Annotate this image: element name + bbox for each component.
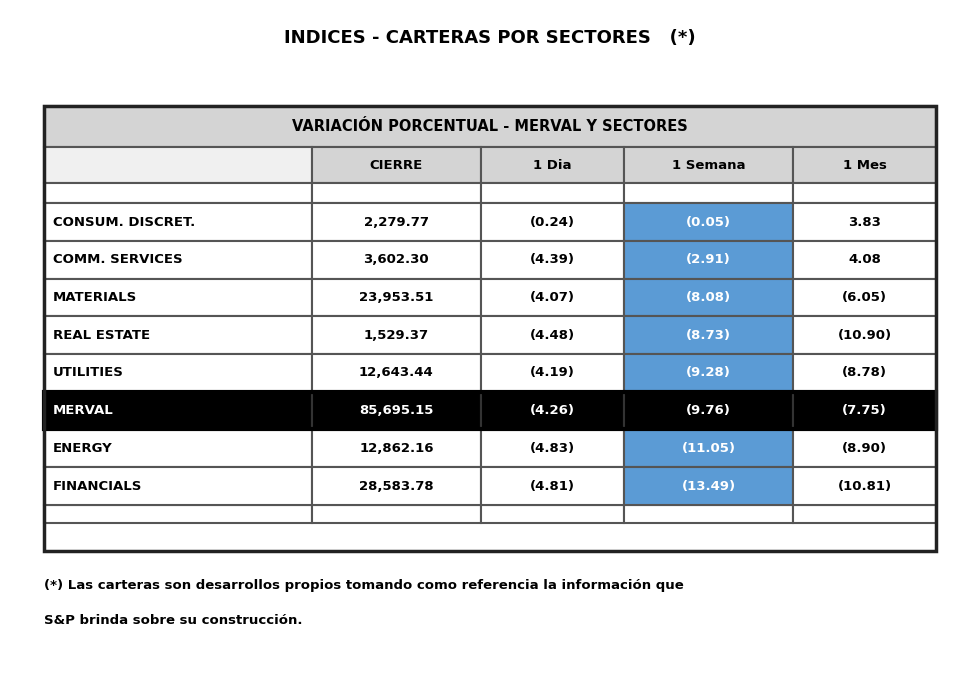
Text: ENERGY: ENERGY [53,442,113,455]
Text: FINANCIALS: FINANCIALS [53,479,142,493]
Text: 23,953.51: 23,953.51 [360,291,433,304]
Text: 85,695.15: 85,695.15 [360,404,433,417]
Text: UTILITIES: UTILITIES [53,366,123,379]
Text: INDICES - CARTERAS POR SECTORES   (*): INDICES - CARTERAS POR SECTORES (*) [284,29,696,47]
Text: (4.83): (4.83) [530,442,575,455]
Text: REAL ESTATE: REAL ESTATE [53,329,150,342]
Text: (7.75): (7.75) [842,404,887,417]
Text: (4.19): (4.19) [530,366,575,379]
Text: (4.39): (4.39) [530,253,575,266]
Text: (2.91): (2.91) [686,253,731,266]
Text: (9.28): (9.28) [686,366,731,379]
Text: (13.49): (13.49) [681,479,736,493]
Text: (11.05): (11.05) [681,442,736,455]
Text: 1 Semana: 1 Semana [671,159,745,171]
Text: S&P brinda sobre su construcción.: S&P brinda sobre su construcción. [44,614,303,627]
Text: (6.05): (6.05) [842,291,887,304]
Text: COMM. SERVICES: COMM. SERVICES [53,253,182,266]
Text: (8.73): (8.73) [686,329,731,342]
Text: CIERRE: CIERRE [369,159,423,171]
Text: 3,602.30: 3,602.30 [364,253,429,266]
Text: 2,279.77: 2,279.77 [364,216,429,229]
Text: 4.08: 4.08 [848,253,881,266]
Text: 28,583.78: 28,583.78 [359,479,434,493]
Text: 1 Dia: 1 Dia [533,159,571,171]
Text: (4.48): (4.48) [530,329,575,342]
Text: (8.78): (8.78) [842,366,887,379]
Text: (9.76): (9.76) [686,404,731,417]
Text: 12,862.16: 12,862.16 [359,442,433,455]
Text: (4.81): (4.81) [530,479,575,493]
Text: (8.90): (8.90) [842,442,887,455]
Text: (0.05): (0.05) [686,216,731,229]
Text: 3.83: 3.83 [848,216,881,229]
Text: CONSUM. DISCRET.: CONSUM. DISCRET. [53,216,195,229]
Text: (4.26): (4.26) [530,404,575,417]
Text: (*) Las carteras son desarrollos propios tomando como referencia la información : (*) Las carteras son desarrollos propios… [44,579,684,592]
Text: VARIACIÓN PORCENTUAL - MERVAL Y SECTORES: VARIACIÓN PORCENTUAL - MERVAL Y SECTORES [292,119,688,134]
Text: (10.81): (10.81) [838,479,892,493]
Text: MERVAL: MERVAL [53,404,114,417]
Text: (0.24): (0.24) [530,216,575,229]
Text: (10.90): (10.90) [838,329,892,342]
Text: (8.08): (8.08) [686,291,731,304]
Text: MATERIALS: MATERIALS [53,291,137,304]
Text: 1,529.37: 1,529.37 [364,329,429,342]
Text: 12,643.44: 12,643.44 [359,366,434,379]
Text: (4.07): (4.07) [530,291,575,304]
Text: 1 Mes: 1 Mes [843,159,887,171]
